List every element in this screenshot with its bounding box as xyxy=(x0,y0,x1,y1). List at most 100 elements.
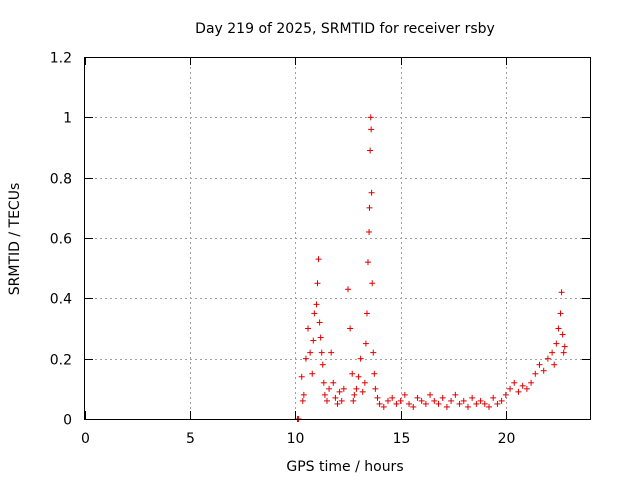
data-point xyxy=(551,361,558,368)
data-point xyxy=(380,403,387,410)
x-tick-label: 10 xyxy=(287,431,305,447)
x-tick-label: 5 xyxy=(186,431,195,447)
data-point xyxy=(431,397,438,404)
data-point xyxy=(511,379,518,386)
y-tick-label: 0.2 xyxy=(50,353,72,369)
data-point xyxy=(443,403,450,410)
data-point xyxy=(452,391,459,398)
data-point xyxy=(528,379,535,386)
data-point xyxy=(549,349,556,356)
data-point xyxy=(350,397,357,404)
data-point xyxy=(464,403,471,410)
data-point xyxy=(338,397,345,404)
data-point xyxy=(367,114,374,121)
data-point xyxy=(532,370,539,377)
data-point xyxy=(370,349,377,356)
data-point xyxy=(435,400,442,407)
data-point xyxy=(498,397,505,404)
data-point xyxy=(473,400,480,407)
data-point xyxy=(313,301,320,308)
data-point xyxy=(316,319,323,326)
data-point xyxy=(523,385,530,392)
plot-frame xyxy=(84,57,591,420)
data-point xyxy=(362,340,369,347)
data-point xyxy=(368,189,375,196)
data-point xyxy=(536,361,543,368)
data-point xyxy=(315,256,322,263)
data-point xyxy=(427,391,434,398)
data-point xyxy=(314,280,321,287)
data-point xyxy=(553,340,560,347)
data-point xyxy=(414,394,421,401)
data-point xyxy=(368,126,375,133)
data-point xyxy=(507,385,514,392)
data-point xyxy=(355,373,362,380)
x-tick-label: 0 xyxy=(81,431,90,447)
data-point xyxy=(410,403,417,410)
y-tick-label: 0.4 xyxy=(50,292,72,308)
data-point xyxy=(334,400,341,407)
data-point xyxy=(305,325,312,332)
axis-ticks: 0 0.2 0.4 0.6 0.8 1 1.2 0 5 10 15 20 xyxy=(50,51,590,447)
data-point xyxy=(490,394,497,401)
data-point xyxy=(397,397,404,404)
data-point xyxy=(302,355,309,362)
data-point xyxy=(515,388,522,395)
data-point xyxy=(376,400,383,407)
data-point xyxy=(326,385,333,392)
x-tick-label: 20 xyxy=(498,431,516,447)
data-point xyxy=(345,286,352,293)
data-point xyxy=(369,280,376,287)
data-point xyxy=(557,310,564,317)
data-point xyxy=(359,388,366,395)
data-point xyxy=(319,361,326,368)
data-point xyxy=(357,355,364,362)
data-point xyxy=(486,403,492,410)
data-point xyxy=(332,394,339,401)
data-point xyxy=(351,391,358,398)
data-point xyxy=(300,391,307,398)
data-point xyxy=(560,349,567,356)
data-point xyxy=(318,349,325,356)
data-point xyxy=(555,325,562,332)
data-point xyxy=(309,370,316,377)
chart-title: Day 219 of 2025, SRMTID for receiver rsb… xyxy=(195,21,495,37)
data-point xyxy=(320,379,327,386)
data-points xyxy=(294,114,568,422)
data-point xyxy=(559,331,566,338)
data-point xyxy=(406,400,413,407)
data-point xyxy=(347,325,354,332)
x-tick-label: 15 xyxy=(393,431,411,447)
data-point xyxy=(366,204,373,211)
data-point xyxy=(317,334,324,341)
data-point xyxy=(456,400,463,407)
data-point xyxy=(519,382,526,389)
data-point xyxy=(336,388,343,395)
data-point xyxy=(385,397,391,404)
y-axis-label: SRMTID / TECUs xyxy=(7,183,23,296)
data-point xyxy=(439,394,446,401)
x-axis-label: GPS time / hours xyxy=(286,459,403,475)
y-tick-label: 1 xyxy=(63,111,72,127)
data-point xyxy=(311,310,318,317)
data-point xyxy=(418,397,425,404)
data-point xyxy=(544,355,551,362)
y-tick-label: 0.6 xyxy=(50,232,72,248)
data-point xyxy=(307,349,314,356)
data-point xyxy=(401,391,408,398)
data-point xyxy=(310,337,317,344)
data-point xyxy=(448,397,455,404)
data-point xyxy=(366,228,373,235)
data-point xyxy=(328,349,335,356)
data-point xyxy=(361,379,368,386)
y-tick-label: 0.8 xyxy=(50,172,72,188)
data-point xyxy=(389,394,396,401)
data-point xyxy=(477,397,484,404)
data-point xyxy=(299,397,306,404)
data-point xyxy=(540,367,547,374)
grid-lines xyxy=(85,57,590,419)
data-point xyxy=(330,379,337,386)
data-point xyxy=(365,259,372,266)
